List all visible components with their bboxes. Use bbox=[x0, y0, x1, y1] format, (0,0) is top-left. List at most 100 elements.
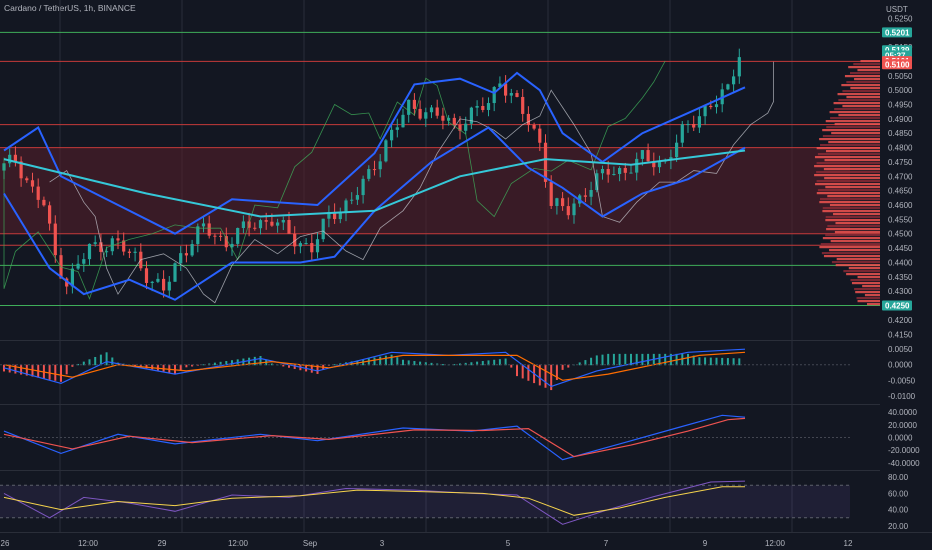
macd-hist-bar bbox=[396, 357, 399, 366]
candle-body bbox=[732, 76, 736, 85]
volume-bar bbox=[822, 210, 880, 213]
candle-body bbox=[452, 117, 456, 125]
macd-hist-bar bbox=[77, 363, 80, 366]
macd-hist-bar bbox=[65, 364, 68, 375]
candle-body bbox=[184, 253, 188, 256]
macd-hist-bar bbox=[248, 357, 251, 366]
macd-hist-bar bbox=[60, 364, 62, 382]
volume-bar bbox=[827, 195, 880, 198]
macd-hist-bar bbox=[510, 364, 513, 368]
macd-hist-bar bbox=[658, 353, 661, 366]
candle-body bbox=[726, 84, 730, 90]
price-tick-label: 0.4950 bbox=[888, 101, 913, 110]
candle-body bbox=[230, 243, 234, 248]
bollinger-upper-line bbox=[3, 71, 746, 235]
macd-hist-bar bbox=[259, 356, 262, 366]
volume-bar bbox=[820, 144, 880, 147]
macd-hist-bar bbox=[25, 364, 28, 376]
candle-body bbox=[686, 124, 690, 126]
rsi-tick-label: 20.00 bbox=[888, 522, 909, 531]
candle-body bbox=[458, 124, 462, 131]
price-tick-label: 0.4300 bbox=[888, 287, 913, 296]
candle-body bbox=[623, 168, 627, 173]
volume-bar bbox=[860, 60, 880, 63]
volume-bar bbox=[854, 288, 880, 291]
candle-body bbox=[65, 278, 69, 287]
candle-body bbox=[8, 154, 12, 164]
candle-body bbox=[606, 168, 610, 175]
candle-body bbox=[321, 218, 325, 240]
macd-hist-bar bbox=[413, 361, 416, 366]
macd-hist-bar bbox=[8, 364, 11, 373]
macd-hist-bar bbox=[14, 364, 17, 374]
macd-hist-bar bbox=[487, 360, 490, 366]
volume-bar bbox=[823, 255, 880, 258]
candle-body bbox=[338, 212, 342, 220]
candle-body bbox=[566, 206, 570, 216]
candle-body bbox=[589, 190, 593, 197]
macd-hist-bar bbox=[350, 361, 353, 366]
macd-hist-bar bbox=[624, 353, 627, 366]
macd-hist-bar bbox=[692, 355, 695, 366]
macd-hist-bar bbox=[441, 364, 444, 366]
rsi-tick-label: 40.00 bbox=[888, 506, 909, 515]
macd-hist-bar bbox=[476, 361, 479, 366]
macd-hist-bar bbox=[174, 364, 176, 374]
volume-bar bbox=[826, 228, 880, 231]
volume-bar bbox=[850, 279, 880, 282]
volume-bar bbox=[844, 75, 880, 78]
macd-hist-bar bbox=[402, 359, 404, 366]
macd-hist-bar bbox=[555, 364, 558, 380]
macd-hist-bar bbox=[738, 358, 741, 366]
price-tick-label: 0.4800 bbox=[888, 144, 913, 153]
candle-body bbox=[82, 259, 86, 264]
candle-body bbox=[42, 199, 46, 206]
leading-span-line bbox=[49, 61, 774, 304]
volume-bar bbox=[857, 276, 880, 279]
volume-bar bbox=[816, 171, 880, 174]
macd-hist-bar bbox=[664, 353, 667, 366]
candle-body bbox=[498, 83, 502, 88]
volume-bar bbox=[846, 81, 880, 84]
candle-body bbox=[270, 221, 274, 226]
volume-bar bbox=[830, 240, 880, 243]
candle-body bbox=[276, 222, 280, 226]
volume-bar bbox=[838, 114, 880, 117]
candle-body bbox=[481, 105, 485, 110]
candle-body bbox=[737, 57, 741, 77]
rsi-tick-label: 60.00 bbox=[888, 489, 909, 498]
price-tick-label: 0.4600 bbox=[888, 201, 913, 210]
volume-bar bbox=[825, 186, 880, 189]
macd-hist-bar bbox=[573, 364, 575, 366]
volume-bar bbox=[829, 204, 880, 207]
candle-body bbox=[350, 199, 354, 201]
price-badge bbox=[882, 59, 912, 70]
volume-bar bbox=[864, 294, 880, 297]
candle-body bbox=[127, 251, 131, 253]
price-badge-label: 05:37 bbox=[885, 51, 906, 60]
candle-body bbox=[70, 268, 74, 287]
macd-hist-bar bbox=[162, 364, 165, 372]
volume-bar bbox=[846, 96, 880, 99]
macd-line bbox=[3, 348, 746, 388]
volume-bar bbox=[842, 105, 880, 108]
volume-bar bbox=[857, 300, 880, 303]
macd-hist-bar bbox=[293, 364, 296, 369]
macd-hist-bar bbox=[584, 360, 587, 366]
macd-hist-bar bbox=[618, 353, 621, 366]
macd-hist-bar bbox=[607, 353, 610, 366]
candle-body bbox=[407, 99, 411, 115]
volume-bar bbox=[834, 231, 880, 234]
candle-body bbox=[635, 158, 639, 173]
candle-body bbox=[629, 172, 633, 174]
volume-bar bbox=[851, 282, 880, 285]
candle-body bbox=[378, 161, 382, 170]
volume-bar bbox=[856, 297, 880, 300]
volume-bar bbox=[837, 93, 880, 96]
candle-body bbox=[618, 168, 622, 175]
macd-hist-bar bbox=[88, 359, 91, 366]
candle-body bbox=[179, 253, 183, 264]
macd-hist-bar bbox=[641, 353, 644, 366]
candle-body bbox=[390, 129, 394, 141]
